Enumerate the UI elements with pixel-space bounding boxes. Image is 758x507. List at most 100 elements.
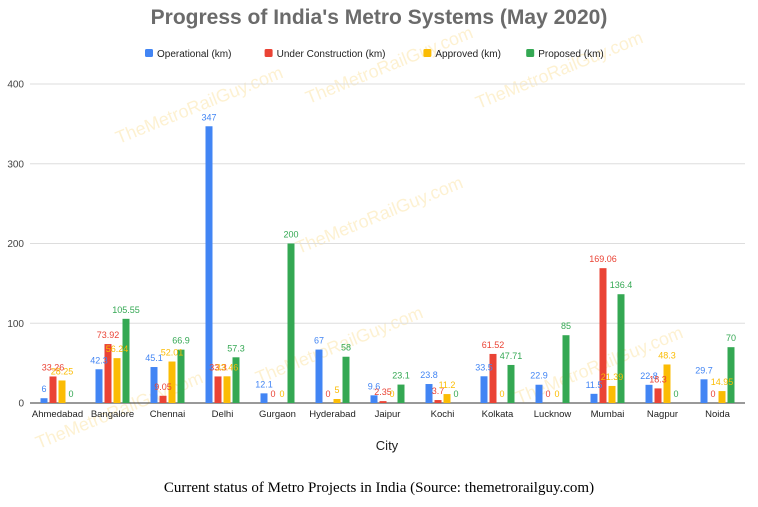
bar xyxy=(150,367,158,403)
y-tick-label: 300 xyxy=(7,159,24,170)
x-tick-label: Gurgaon xyxy=(259,409,296,420)
bar xyxy=(342,356,350,403)
x-tick-label: Ahmedabad xyxy=(32,409,83,420)
x-tick-label: Delhi xyxy=(212,409,234,420)
data-label: 33.3 xyxy=(209,362,227,372)
bar xyxy=(480,376,488,403)
data-label: 14.95 xyxy=(711,377,734,387)
chart-title: Progress of India's Metro Systems (May 2… xyxy=(150,6,608,29)
y-tick-label: 100 xyxy=(7,319,24,330)
data-label: 136.4 xyxy=(610,280,633,290)
data-label: 73.92 xyxy=(97,330,120,340)
bar xyxy=(260,393,268,403)
data-label: 105.55 xyxy=(112,305,140,315)
bar xyxy=(168,361,176,403)
data-label: 33.26 xyxy=(42,362,65,372)
x-tick-label: Nagpur xyxy=(647,409,678,420)
legend-entry: Approved (km) xyxy=(435,49,501,60)
bar xyxy=(425,384,433,403)
bar xyxy=(113,358,121,403)
x-tick-label: Mumbai xyxy=(591,409,625,420)
bar xyxy=(58,380,66,403)
bar xyxy=(489,353,497,403)
bar xyxy=(599,268,607,403)
data-label: 22.9 xyxy=(530,371,548,381)
bar xyxy=(379,401,387,403)
bar xyxy=(40,398,48,403)
x-tick-label: Lucknow xyxy=(534,409,572,420)
bar xyxy=(608,385,616,403)
data-label: 0 xyxy=(453,389,458,399)
bar xyxy=(663,364,671,403)
chart-grid: 0 100 200 300 400 xyxy=(7,80,745,410)
data-label: 169.06 xyxy=(589,254,617,264)
x-axis-label: City xyxy=(376,438,399,453)
legend-swatch xyxy=(526,49,535,57)
data-label: 0 xyxy=(545,389,550,399)
y-tick-label: 200 xyxy=(7,239,24,250)
bar xyxy=(443,394,451,403)
data-label: 18.3 xyxy=(649,374,667,384)
data-label: 67 xyxy=(314,336,324,346)
x-tick-label: Kochi xyxy=(431,409,455,420)
bar xyxy=(645,384,653,403)
bar xyxy=(700,379,708,403)
legend-swatch xyxy=(145,49,153,57)
data-label: 52.01 xyxy=(161,348,184,358)
data-label: 48.3 xyxy=(658,350,676,360)
data-label: 22.8 xyxy=(640,371,658,381)
data-label: 61.52 xyxy=(482,340,505,350)
bar xyxy=(214,376,222,403)
bar xyxy=(333,399,341,403)
x-tick-label: Bangalore xyxy=(91,409,134,420)
bar xyxy=(397,384,405,403)
data-label: 11.5 xyxy=(586,380,603,390)
x-tick-label: Kolkata xyxy=(482,409,514,420)
data-label: 70 xyxy=(726,333,736,343)
legend-entry: Operational (km) xyxy=(157,49,231,60)
x-tick-label: Chennai xyxy=(150,409,185,420)
chart-plot: Operational (km) Under Construction (km) A… xyxy=(7,49,745,453)
data-label: 0 xyxy=(279,389,284,399)
x-tick-label: Noida xyxy=(705,409,731,420)
bar xyxy=(49,376,57,403)
figure-caption: Current status of Metro Projects in Indi… xyxy=(163,480,595,496)
data-label: 45.1 xyxy=(145,353,163,363)
data-label: 56.24 xyxy=(106,344,129,354)
chart-legend: Operational (km) Under Construction (km) A… xyxy=(145,49,604,60)
bar xyxy=(370,395,378,403)
data-label: 23.8 xyxy=(420,370,438,380)
bar xyxy=(562,335,570,403)
data-label: 85 xyxy=(561,321,571,331)
bar xyxy=(654,388,662,403)
legend-swatch xyxy=(264,49,273,57)
data-label: 2.35 xyxy=(374,387,392,397)
data-label: 11.2 xyxy=(439,380,456,390)
data-label: 0 xyxy=(68,389,73,399)
x-tick-label: Jaipur xyxy=(375,409,401,420)
data-label: 47.71 xyxy=(500,351,523,361)
data-label: 0 xyxy=(325,389,330,399)
data-label: 28.25 xyxy=(51,366,74,376)
bar xyxy=(287,243,295,403)
bar xyxy=(177,349,185,403)
bar xyxy=(434,400,442,403)
data-label: 0 xyxy=(270,389,275,399)
data-label: 200 xyxy=(283,230,298,240)
legend-entry: Under Construction (km) xyxy=(277,49,386,60)
bar xyxy=(232,357,240,403)
data-label: 0 xyxy=(673,389,678,399)
bar xyxy=(223,376,231,403)
data-label: 29.7 xyxy=(695,365,713,375)
bar xyxy=(205,126,213,403)
x-tick-label: Hyderabad xyxy=(309,409,355,420)
legend-entry: Proposed (km) xyxy=(538,49,604,60)
bar xyxy=(718,391,726,403)
data-label: 12.1 xyxy=(255,379,273,389)
data-label: 0 xyxy=(554,389,559,399)
data-label: 57.3 xyxy=(227,343,245,353)
bar xyxy=(159,395,167,403)
bar xyxy=(617,294,625,403)
chart-bars xyxy=(40,126,735,403)
